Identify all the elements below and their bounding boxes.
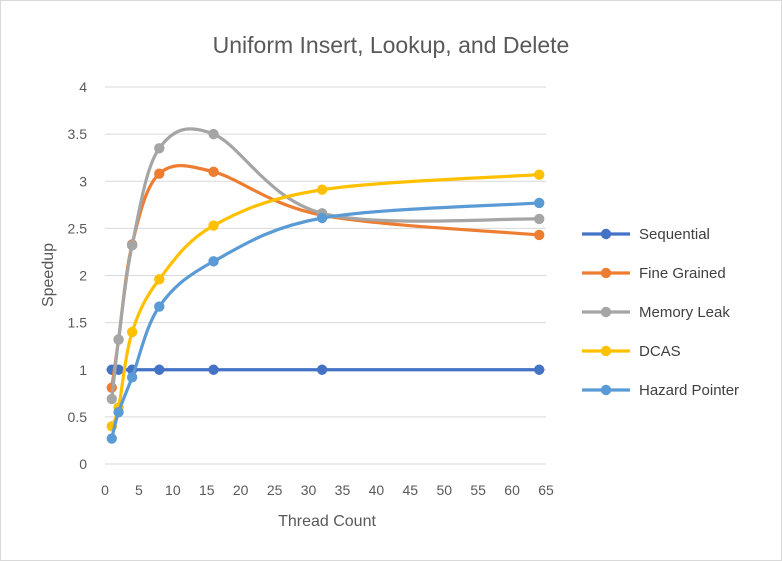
data-point-dcas bbox=[534, 169, 545, 180]
x-tick-label: 35 bbox=[335, 482, 351, 498]
legend-swatch-marker bbox=[600, 384, 612, 396]
data-point-dcas bbox=[154, 274, 165, 285]
series-memory-leak bbox=[106, 127, 545, 405]
data-point-memory-leak bbox=[534, 213, 545, 225]
x-tick-label: 60 bbox=[504, 482, 520, 498]
x-tick-label: 25 bbox=[267, 482, 283, 498]
x-tick-label: 65 bbox=[538, 482, 554, 498]
data-point-sequential bbox=[316, 364, 328, 375]
legend-item-memory-leak: Memory Leak bbox=[582, 304, 730, 321]
data-point-sequential bbox=[534, 364, 545, 375]
x-tick-label: 0 bbox=[101, 482, 109, 498]
y-tick-label: 0 bbox=[79, 456, 87, 472]
data-point-hazard-pointer bbox=[316, 212, 328, 224]
data-point-dcas bbox=[316, 184, 328, 195]
x-tick-label: 30 bbox=[301, 482, 317, 498]
y-tick-label: 2 bbox=[79, 268, 87, 284]
y-tick-label: 3.5 bbox=[68, 126, 88, 142]
data-point-hazard-pointer bbox=[126, 372, 138, 383]
x-tick-label: 15 bbox=[199, 482, 215, 498]
legend-label: DCAS bbox=[639, 343, 681, 360]
data-point-memory-leak bbox=[208, 128, 219, 140]
data-point-memory-leak bbox=[154, 143, 165, 154]
data-point-hazard-pointer bbox=[154, 301, 165, 312]
gridlines bbox=[105, 86, 546, 465]
data-point-memory-leak bbox=[113, 334, 124, 345]
x-tick-label: 5 bbox=[135, 482, 143, 498]
legend-item-hazard-pointer: Hazard Pointer bbox=[582, 382, 739, 399]
data-point-hazard-pointer bbox=[208, 256, 219, 267]
y-axis-tick-labels: 0 0.5 1 1.5 2 2.5 3 3.5 4 bbox=[68, 79, 88, 472]
y-tick-label: 1 bbox=[79, 362, 87, 378]
data-point-sequential bbox=[154, 364, 165, 375]
data-point-hazard-pointer bbox=[113, 406, 124, 418]
series-dcas bbox=[106, 169, 545, 432]
x-tick-label: 40 bbox=[369, 482, 385, 498]
data-point-dcas bbox=[208, 220, 219, 231]
legend-swatch-marker bbox=[600, 306, 612, 318]
legend-swatch-marker bbox=[600, 228, 612, 240]
series-line-dcas bbox=[110, 173, 541, 428]
series-sequential bbox=[106, 364, 545, 375]
x-tick-label: 50 bbox=[436, 482, 452, 498]
x-tick-label: 10 bbox=[165, 482, 181, 498]
data-point-hazard-pointer bbox=[106, 433, 117, 444]
y-tick-label: 1.5 bbox=[68, 315, 88, 331]
series-layer bbox=[106, 127, 545, 444]
data-point-dcas bbox=[126, 326, 138, 338]
x-axis-label: Thread Count bbox=[278, 513, 376, 530]
data-point-fine-grained bbox=[154, 168, 165, 179]
data-point-memory-leak bbox=[106, 393, 117, 405]
legend-label: Fine Grained bbox=[639, 265, 726, 282]
legend-label: Memory Leak bbox=[639, 304, 730, 321]
x-tick-label: 20 bbox=[233, 482, 249, 498]
data-point-memory-leak bbox=[126, 240, 138, 251]
legend-label: Hazard Pointer bbox=[639, 382, 739, 399]
data-point-fine-grained bbox=[534, 229, 545, 241]
legend-item-dcas: DCAS bbox=[582, 343, 681, 360]
data-point-sequential bbox=[208, 364, 219, 375]
series-line-memory-leak bbox=[110, 127, 541, 401]
y-tick-label: 2.5 bbox=[68, 220, 88, 236]
chart-title: Uniform Insert, Lookup, and Delete bbox=[213, 32, 570, 58]
series-hazard-pointer bbox=[106, 197, 545, 444]
y-tick-label: 4 bbox=[79, 79, 87, 95]
series-fine-grained bbox=[106, 164, 545, 393]
legend-label: Sequential bbox=[639, 226, 710, 243]
y-axis-label: Speedup bbox=[40, 243, 57, 307]
legend-item-sequential: Sequential bbox=[582, 226, 710, 243]
legend: Sequential Fine Grained Memory Leak DCAS Haz… bbox=[582, 226, 739, 399]
legend-swatch-marker bbox=[600, 345, 612, 357]
data-point-hazard-pointer bbox=[534, 197, 545, 209]
y-tick-label: 3 bbox=[79, 173, 87, 189]
x-axis-tick-labels: 0 5 10 15 20 25 30 35 40 45 50 55 60 65 bbox=[101, 482, 554, 498]
series-line-fine-grained bbox=[110, 164, 541, 390]
x-tick-label: 45 bbox=[403, 482, 419, 498]
series-line-hazard-pointer bbox=[110, 201, 541, 441]
y-tick-label: 0.5 bbox=[68, 409, 88, 425]
legend-swatch-marker bbox=[600, 267, 612, 279]
data-point-fine-grained bbox=[208, 166, 219, 178]
x-tick-label: 55 bbox=[470, 482, 486, 498]
legend-item-fine-grained: Fine Grained bbox=[582, 265, 726, 282]
